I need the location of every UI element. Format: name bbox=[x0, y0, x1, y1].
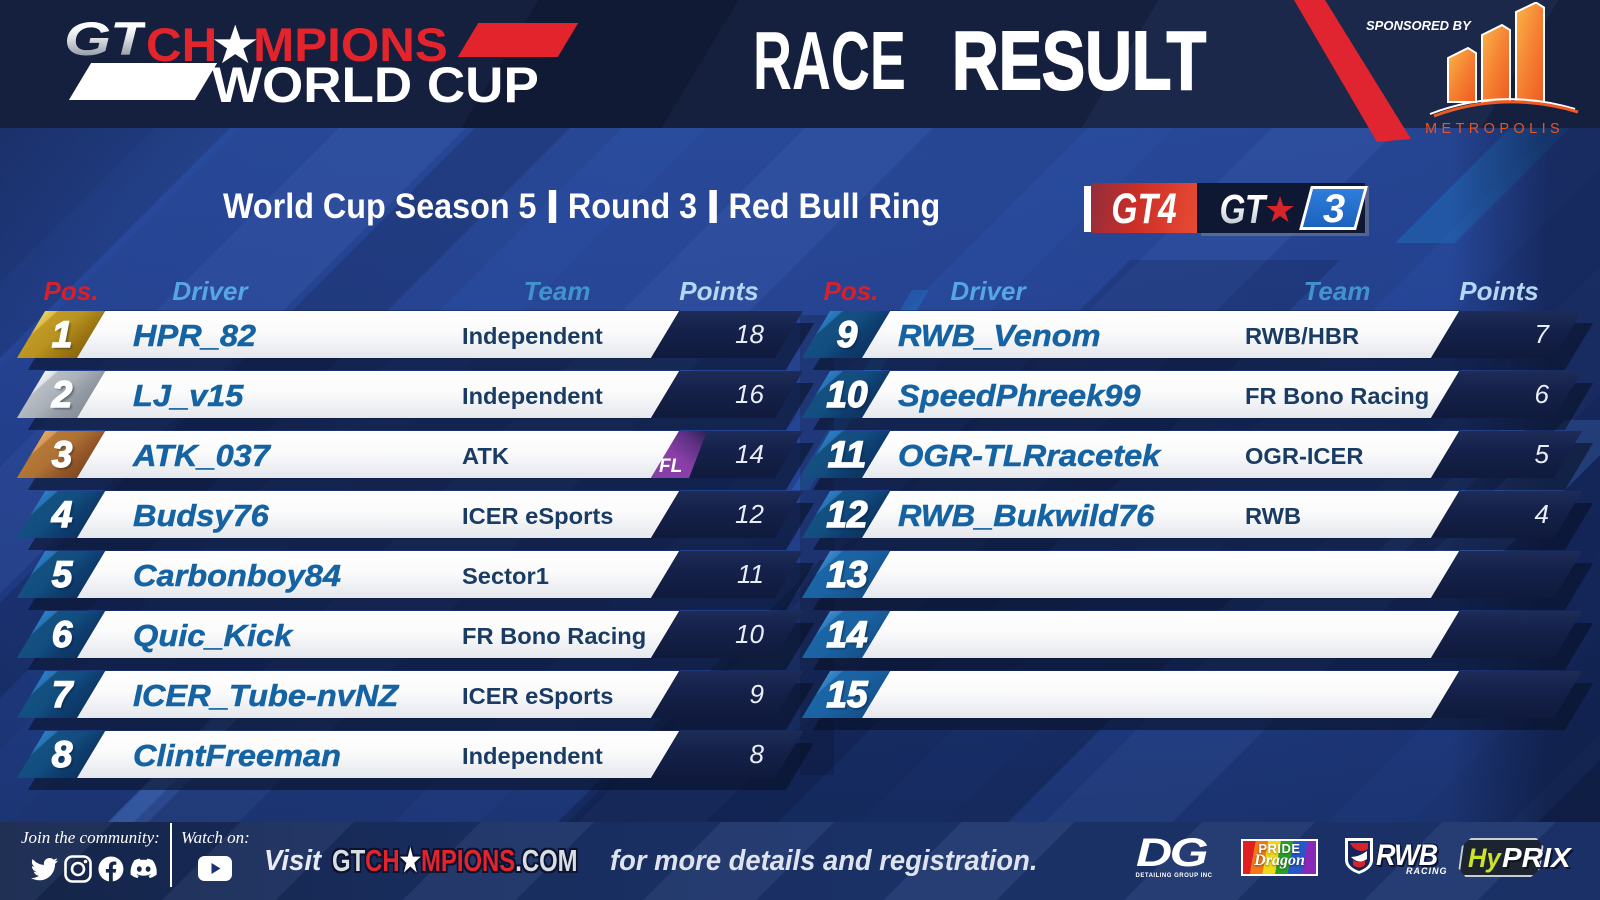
svg-text:FL: FL bbox=[659, 456, 682, 477]
svg-text:METROPOLIS: METROPOLIS bbox=[1425, 121, 1564, 137]
